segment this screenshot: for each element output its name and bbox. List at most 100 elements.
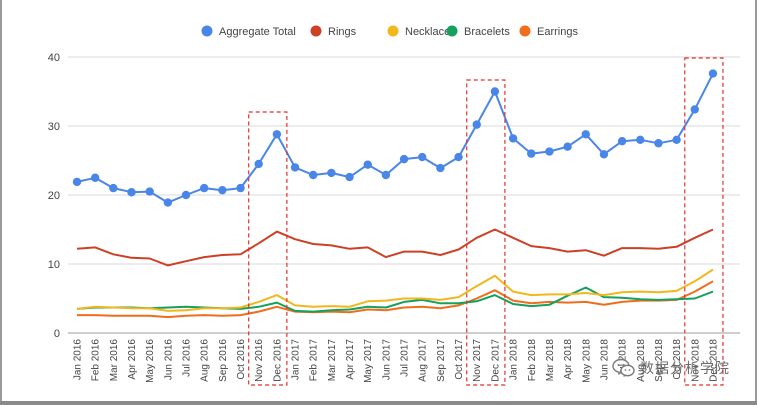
- watermark: 数据分析学院: [612, 356, 730, 380]
- data-point-aggregate-total: [581, 130, 590, 139]
- data-point-aggregate-total: [181, 190, 191, 200]
- series-lines: [72, 69, 718, 319]
- x-tick-label: Sep 2017: [436, 339, 447, 382]
- x-tick-label: Nov 2018: [690, 339, 701, 382]
- x-tick-label: Mar 2017: [327, 339, 338, 382]
- data-point-aggregate-total: [163, 198, 173, 207]
- data-point-aggregate-total: [309, 170, 318, 180]
- data-point-aggregate-total: [436, 163, 445, 173]
- data-point-aggregate-total: [472, 120, 481, 129]
- x-tick-label: May 2017: [363, 339, 374, 383]
- x-tick-label: Nov 2016: [254, 339, 265, 382]
- x-tick-label: Jan 2017: [291, 339, 302, 381]
- highlight-box: [248, 111, 288, 386]
- x-tick-label: Dec 2017: [490, 339, 501, 382]
- x-tick-label: Mar 2016: [109, 339, 120, 382]
- y-tick-label: 30: [48, 121, 60, 133]
- x-tick-label: Feb 2017: [309, 339, 320, 382]
- data-point-aggregate-total: [654, 139, 663, 148]
- data-point-aggregate-total: [708, 69, 718, 78]
- data-point-aggregate-total: [109, 183, 118, 193]
- watermark-text: 数据分析学院: [640, 360, 730, 376]
- x-tick-label: Apr 2016: [127, 339, 138, 380]
- x-tick-label: Aug 2016: [200, 339, 211, 382]
- legend-label-earrings: Earrings: [537, 26, 578, 38]
- data-point-aggregate-total: [490, 87, 500, 96]
- y-tick-label: 20: [48, 190, 60, 202]
- highlight-box: [684, 57, 724, 386]
- data-point-aggregate-total: [218, 185, 227, 195]
- data-point-aggregate-total: [363, 160, 372, 169]
- left-frame-edge: [0, 0, 2, 405]
- series-line-earrings: [77, 280, 714, 319]
- legend-swatch-aggregate-total: [201, 25, 213, 37]
- y-axis-ticks: 0 10 20 30 40: [48, 52, 60, 340]
- x-tick-label: Jul 2018: [618, 339, 629, 377]
- series-line-necklaces: [76, 268, 714, 312]
- x-tick-label: Apr 2018: [563, 339, 574, 380]
- x-tick-label: Jun 2016: [163, 339, 174, 381]
- x-tick-label: May 2018: [581, 339, 592, 383]
- data-point-aggregate-total: [617, 136, 627, 146]
- x-tick-label: Oct 2017: [454, 339, 465, 380]
- data-point-aggregate-total: [145, 187, 154, 196]
- x-tick-label: Aug 2017: [418, 339, 429, 382]
- x-tick-label: Jul 2017: [400, 339, 411, 377]
- data-point-aggregate-total: [272, 130, 282, 139]
- data-point-aggregate-total: [127, 188, 136, 197]
- data-point-aggregate-total: [290, 163, 300, 172]
- data-point-aggregate-total: [527, 149, 536, 158]
- data-point-aggregate-total: [199, 183, 209, 193]
- data-point-aggregate-total: [72, 177, 82, 187]
- x-tick-label: Aug 2018: [636, 339, 647, 382]
- data-point-aggregate-total: [399, 154, 409, 164]
- x-tick-label: Apr 2017: [345, 339, 356, 380]
- wechat-icon: [612, 358, 635, 377]
- data-point-aggregate-total: [454, 152, 463, 162]
- data-point-aggregate-total: [254, 159, 263, 169]
- highlight-boxes: [248, 57, 724, 386]
- x-tick-label: Jan 2018: [509, 339, 520, 381]
- highlight-box: [466, 79, 506, 386]
- x-tick-label: Nov 2017: [472, 339, 483, 382]
- y-tick-label: 0: [54, 328, 60, 340]
- data-point-aggregate-total: [508, 134, 518, 143]
- x-tick-label: Jul 2016: [182, 339, 193, 377]
- data-point-aggregate-total: [327, 168, 336, 178]
- data-point-aggregate-total: [90, 173, 100, 182]
- data-point-aggregate-total: [636, 135, 645, 144]
- data-point-aggregate-total: [418, 152, 427, 162]
- x-tick-label: Oct 2016: [236, 339, 247, 380]
- y-tick-label: 10: [48, 259, 60, 271]
- legend-label-bracelets: Bracelets: [464, 26, 510, 38]
- x-tick-label: Feb 2016: [91, 339, 102, 382]
- right-frame-edge: [755, 0, 757, 405]
- legend-swatch-earrings: [519, 25, 531, 37]
- legend-swatch-rings: [310, 25, 322, 37]
- data-point-aggregate-total: [563, 142, 572, 151]
- bottom-frame-edge: [0, 401, 757, 405]
- x-tick-label: Oct 2018: [672, 339, 683, 380]
- gridlines: [68, 56, 740, 334]
- data-point-aggregate-total: [236, 183, 245, 193]
- y-tick-label: 40: [48, 52, 60, 64]
- x-tick-label: Sep 2018: [654, 339, 665, 382]
- data-point-aggregate-total: [545, 147, 554, 156]
- x-tick-label: Jun 2017: [381, 339, 392, 381]
- x-tick-label: Jan 2016: [73, 339, 84, 381]
- legend-swatch-bracelets: [446, 25, 458, 37]
- data-point-aggregate-total: [672, 135, 681, 144]
- x-tick-label: Feb 2018: [527, 339, 538, 382]
- data-point-aggregate-total: [690, 105, 699, 114]
- data-point-aggregate-total: [345, 172, 354, 182]
- x-tick-label: Dec 2016: [272, 339, 283, 382]
- legend-label-necklaces: Necklaces: [405, 26, 456, 38]
- x-tick-label: May 2016: [145, 339, 156, 383]
- x-tick-label: Jun 2018: [599, 339, 610, 381]
- x-axis-ticks: Jan 2016 Feb 2016 Mar 2016 Apr 2016 May 2016…: [73, 339, 720, 383]
- legend-swatch-necklaces: [387, 25, 399, 37]
- x-tick-label: Mar 2018: [545, 339, 556, 382]
- series-line-bracelets: [76, 286, 714, 313]
- legend-label-aggregate-total: Aggregate Total: [219, 26, 296, 38]
